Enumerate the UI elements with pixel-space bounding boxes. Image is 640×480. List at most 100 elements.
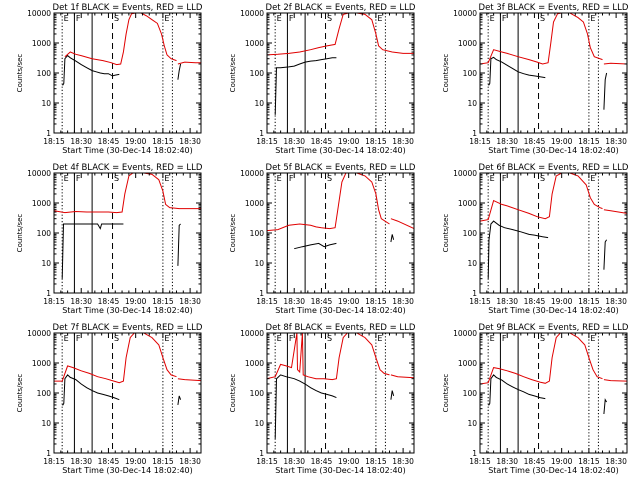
x-tick-label: 18:45 bbox=[524, 297, 546, 306]
event-marker-label: F bbox=[502, 14, 507, 23]
series-line-events bbox=[488, 374, 546, 406]
event-marker-label: S bbox=[540, 334, 545, 343]
series-line-events bbox=[62, 374, 120, 406]
x-tick-label: 18:45 bbox=[98, 137, 120, 146]
y-tick-label: 1 bbox=[472, 129, 477, 138]
y-tick-label: 100 bbox=[250, 69, 265, 78]
y-tick-label: 10 bbox=[467, 259, 477, 268]
event-marker-label: E bbox=[377, 334, 382, 343]
series-line-lld bbox=[177, 378, 201, 382]
y-tick-label: 1000 bbox=[245, 199, 264, 208]
event-marker-label: E bbox=[277, 174, 282, 183]
series-line-lld bbox=[54, 333, 177, 384]
x-tick-label: 18:30 bbox=[283, 137, 305, 146]
x-tick-label: 18:30 bbox=[70, 137, 92, 146]
event-marker-label: E bbox=[164, 334, 169, 343]
plot-frame bbox=[479, 172, 628, 294]
series-line-lld bbox=[267, 333, 390, 381]
y-axis-label: Counts/sec bbox=[442, 54, 450, 93]
y-tick-label: 1 bbox=[259, 449, 264, 458]
y-tick-label: 1 bbox=[46, 289, 51, 298]
series-line-lld bbox=[390, 374, 414, 379]
x-axis-label: Start Time (30-Dec-14 18:02:40) bbox=[275, 466, 406, 475]
y-tick-label: 1000 bbox=[458, 39, 477, 48]
x-tick-label: 18:45 bbox=[524, 457, 546, 466]
series-line-events bbox=[487, 220, 549, 279]
x-tick-label: 18:30 bbox=[605, 137, 627, 146]
event-marker-label: E bbox=[590, 174, 595, 183]
series-line-lld bbox=[267, 173, 390, 232]
x-tick-label: 18:15 bbox=[469, 137, 491, 146]
y-tick-label: 1 bbox=[46, 449, 51, 458]
y-tick-label: 10 bbox=[41, 259, 51, 268]
event-marker-label: F bbox=[289, 14, 294, 23]
x-tick-label: 18:30 bbox=[392, 457, 414, 466]
y-tick-label: 100 bbox=[37, 69, 52, 78]
series-line-lld bbox=[480, 13, 603, 65]
y-axis-label: Counts/sec bbox=[229, 54, 237, 93]
panel-title: Det 2f BLACK = Events, RED = LLD bbox=[266, 3, 416, 13]
x-tick-label: 18:30 bbox=[70, 297, 92, 306]
x-tick-label: 18:15 bbox=[469, 297, 491, 306]
event-marker-label: S bbox=[114, 334, 119, 343]
x-tick-label: 19:00 bbox=[551, 457, 573, 466]
event-marker-label: E bbox=[590, 14, 595, 23]
event-marker-label: E bbox=[164, 174, 169, 183]
series-line-lld bbox=[480, 173, 603, 222]
y-tick-label: 1 bbox=[472, 289, 477, 298]
series-line-events bbox=[603, 239, 608, 270]
y-tick-label: 100 bbox=[463, 69, 478, 78]
series-line-lld bbox=[603, 209, 627, 214]
y-tick-label: 100 bbox=[463, 389, 478, 398]
y-axis-label: Counts/sec bbox=[229, 374, 237, 413]
x-tick-label: 18:45 bbox=[98, 457, 120, 466]
panel-title: Det 9f BLACK = Events, RED = LLD bbox=[479, 323, 629, 333]
series-line-events bbox=[62, 54, 120, 86]
event-marker-label: E bbox=[490, 334, 495, 343]
x-tick-label: 18:15 bbox=[256, 297, 278, 306]
x-axis-label: Start Time (30-Dec-14 18:02:40) bbox=[488, 306, 619, 315]
y-tick-label: 1 bbox=[472, 449, 477, 458]
x-tick-label: 18:30 bbox=[496, 137, 518, 146]
x-axis-label: Start Time (30-Dec-14 18:02:40) bbox=[275, 146, 406, 155]
y-tick-label: 1 bbox=[259, 289, 264, 298]
series-line-events bbox=[603, 72, 608, 110]
x-tick-label: 18:30 bbox=[605, 457, 627, 466]
event-marker-label: F bbox=[76, 334, 81, 343]
event-marker-label: F bbox=[502, 174, 507, 183]
y-axis-label: Counts/sec bbox=[16, 54, 24, 93]
y-tick-label: 10 bbox=[254, 259, 264, 268]
y-tick-label: 10 bbox=[41, 99, 51, 108]
x-tick-label: 18:30 bbox=[179, 297, 201, 306]
x-axis-label: Start Time (30-Dec-14 18:02:40) bbox=[62, 306, 193, 315]
y-tick-label: 10000 bbox=[240, 329, 264, 338]
event-marker-label: E bbox=[590, 334, 595, 343]
y-axis-label: Counts/sec bbox=[16, 374, 24, 413]
series-line-events bbox=[177, 63, 182, 80]
x-tick-label: 18:45 bbox=[98, 297, 120, 306]
series-line-events bbox=[61, 223, 124, 279]
y-tick-label: 10000 bbox=[453, 9, 477, 18]
y-tick-label: 10000 bbox=[27, 329, 51, 338]
y-tick-label: 10 bbox=[254, 99, 264, 108]
x-tick-label: 18:15 bbox=[578, 137, 600, 146]
event-marker-label: E bbox=[377, 174, 382, 183]
x-tick-label: 18:15 bbox=[365, 137, 387, 146]
plot-frame bbox=[266, 12, 415, 134]
y-tick-label: 100 bbox=[463, 229, 478, 238]
y-tick-label: 1000 bbox=[245, 359, 264, 368]
event-marker-label: S bbox=[114, 174, 119, 183]
y-tick-label: 10000 bbox=[240, 169, 264, 178]
x-tick-label: 18:30 bbox=[70, 457, 92, 466]
event-marker-label: F bbox=[502, 334, 507, 343]
y-tick-label: 10 bbox=[467, 99, 477, 108]
event-marker-label: F bbox=[289, 334, 294, 343]
event-marker-label: S bbox=[540, 14, 545, 23]
y-tick-label: 100 bbox=[250, 229, 265, 238]
event-marker-label: S bbox=[327, 14, 332, 23]
panel-title: Det 6f BLACK = Events, RED = LLD bbox=[479, 163, 629, 173]
series-line-lld bbox=[177, 61, 201, 65]
